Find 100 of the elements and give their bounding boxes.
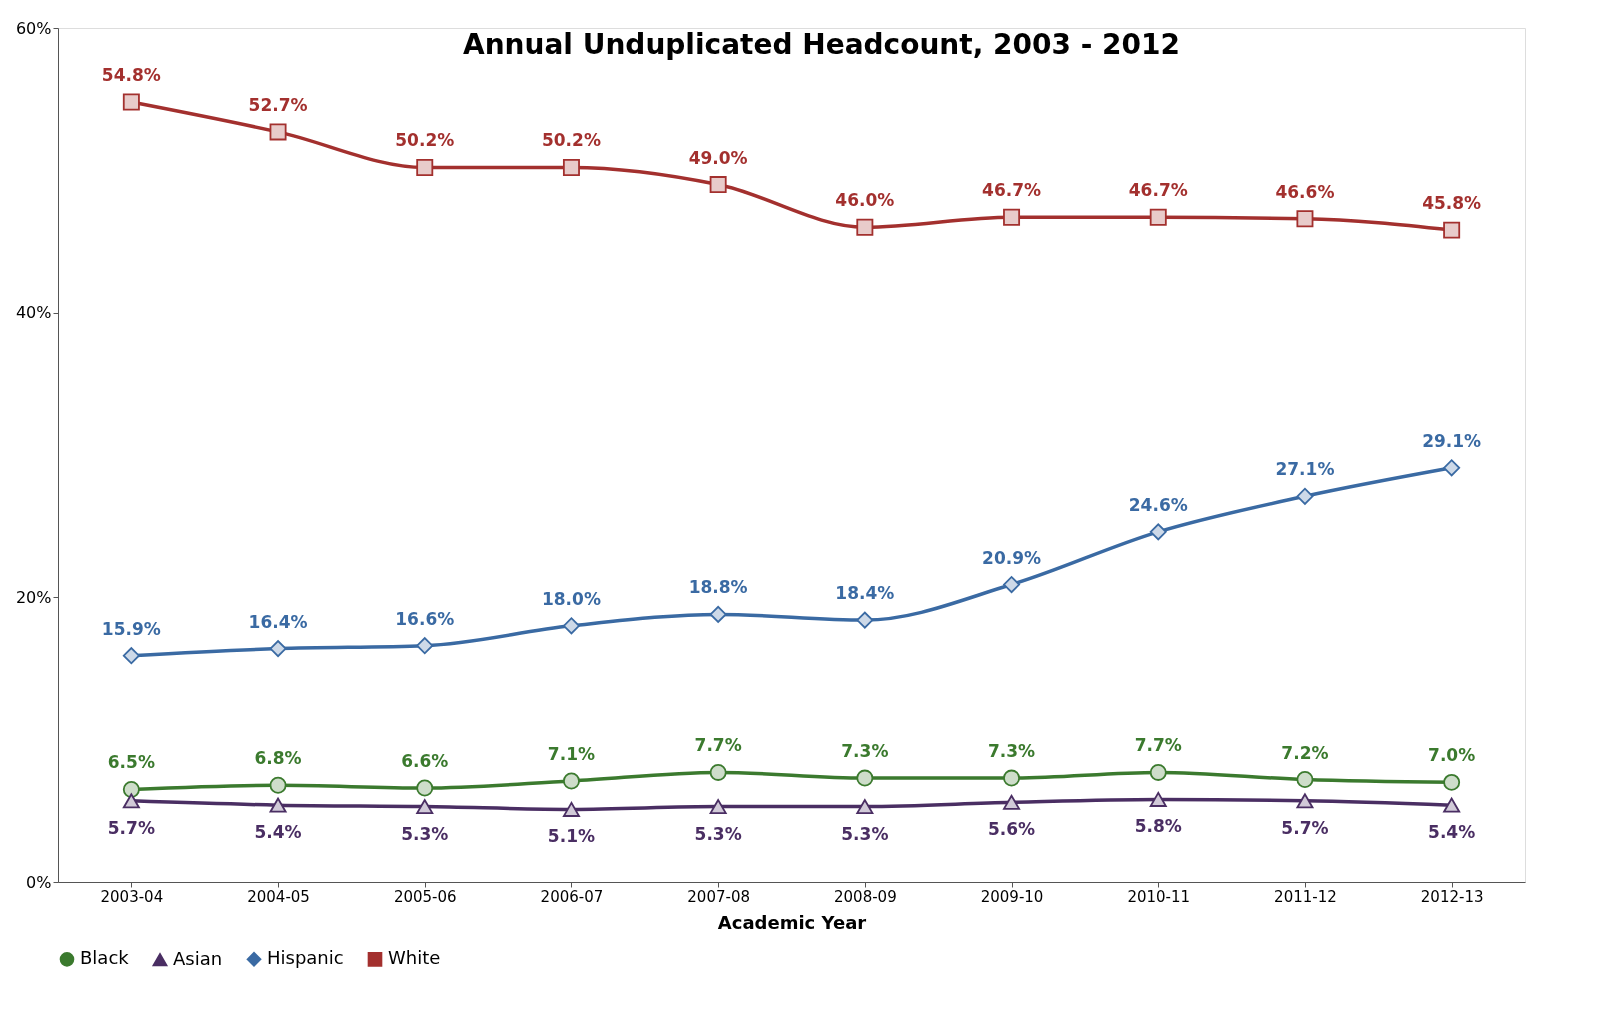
data-label: 5.3% <box>694 823 742 844</box>
x-tick-label: 2010-11 <box>1127 887 1191 906</box>
point <box>1443 773 1461 791</box>
x-tick-label: 2009-10 <box>980 887 1044 906</box>
point <box>1443 221 1461 239</box>
data-label: 46.6% <box>1275 181 1335 202</box>
point <box>709 799 727 815</box>
point <box>122 93 140 111</box>
point <box>122 793 140 809</box>
data-label: 5.6% <box>987 819 1036 840</box>
data-label: 6.6% <box>401 751 449 772</box>
data-label: 7.0% <box>1428 745 1476 766</box>
data-label: 5.3% <box>841 823 889 844</box>
data-label: 5.4% <box>254 822 302 843</box>
data-label: 6.8% <box>254 748 302 769</box>
y-tick-label: 40% <box>15 303 52 323</box>
point <box>562 617 580 635</box>
point <box>1003 208 1021 226</box>
data-label: 15.9% <box>101 618 161 639</box>
data-label: 5.7% <box>107 817 155 838</box>
point <box>1003 576 1021 594</box>
point <box>1296 487 1314 505</box>
x-tick-label: 2005-06 <box>393 887 457 906</box>
point <box>856 611 874 629</box>
point <box>1296 793 1314 809</box>
y-tick-label: 0% <box>26 872 52 892</box>
point <box>1149 208 1167 226</box>
legend-label: White <box>388 947 441 969</box>
x-axis-title: Academic Year <box>717 911 867 933</box>
point <box>1003 794 1021 810</box>
point <box>1149 523 1167 541</box>
point <box>416 637 434 655</box>
point <box>709 176 727 194</box>
point <box>1149 763 1167 781</box>
y-tick-label: 20% <box>15 587 52 607</box>
data-label: 18.0% <box>541 588 601 609</box>
data-label: 7.3% <box>987 741 1036 762</box>
data-label: 24.6% <box>1128 494 1188 515</box>
data-label: 5.1% <box>547 826 596 847</box>
point <box>269 123 287 141</box>
point <box>1296 771 1314 788</box>
data-label: 5.8% <box>1134 816 1182 837</box>
data-label: 20.9% <box>982 547 1042 568</box>
data-label: 50.2% <box>541 130 601 151</box>
x-tick-label: 2011-12 <box>1274 887 1337 906</box>
data-label: 29.1% <box>1422 430 1482 451</box>
data-label: 7.1% <box>547 743 596 764</box>
legend-label: Black <box>80 947 130 969</box>
x-tick-label: 2007-08 <box>687 887 750 906</box>
point <box>562 159 580 176</box>
point <box>709 605 727 623</box>
data-label: 6.5% <box>107 752 155 773</box>
point <box>1003 769 1021 787</box>
data-label: 5.7% <box>1281 817 1329 838</box>
data-label: 52.7% <box>248 94 308 115</box>
data-label: 18.8% <box>688 577 748 598</box>
point <box>269 797 287 813</box>
point <box>1296 210 1314 228</box>
point <box>416 779 434 797</box>
data-label: 7.7% <box>1134 735 1182 756</box>
x-tick-label: 2008-09 <box>834 887 897 906</box>
data-label: 46.7% <box>1128 180 1188 201</box>
data-label: 16.4% <box>248 611 308 632</box>
legend-label: Hispanic <box>267 947 344 969</box>
point <box>562 801 580 817</box>
point <box>709 763 727 781</box>
x-tick-label: 2006-07 <box>540 887 604 906</box>
data-label: 7.3% <box>841 741 889 762</box>
point <box>856 218 874 236</box>
x-tick-label: 2003-04 <box>100 887 164 906</box>
legend-label: Asian <box>173 947 223 969</box>
chart-title: Annual Unduplicated Headcount, 2003 - 2012 <box>462 28 1181 61</box>
data-label: 50.2% <box>395 130 455 151</box>
y-tick-label: 60% <box>15 18 52 38</box>
point <box>1443 797 1461 813</box>
point <box>269 640 287 658</box>
data-label: 54.8% <box>101 65 161 86</box>
data-label: 46.7% <box>982 180 1042 201</box>
point <box>416 799 434 815</box>
data-label: 46.0% <box>835 190 895 211</box>
point <box>122 781 140 798</box>
data-label: 7.7% <box>694 735 742 756</box>
x-tick-label: 2004-05 <box>247 887 310 906</box>
point <box>562 772 580 790</box>
point <box>856 769 874 787</box>
data-label: 5.4% <box>1428 822 1476 843</box>
data-label: 49.0% <box>688 147 748 168</box>
data-label: 5.3% <box>401 823 449 844</box>
point <box>856 799 874 815</box>
data-label: 45.8% <box>1422 193 1482 214</box>
point <box>1443 459 1461 477</box>
point <box>122 647 140 665</box>
data-label: 7.2% <box>1281 742 1329 763</box>
data-label: 18.4% <box>835 583 895 604</box>
point <box>416 159 434 176</box>
data-label: 27.1% <box>1275 459 1335 480</box>
point <box>269 776 287 794</box>
point <box>1149 791 1167 807</box>
data-label: 16.6% <box>395 608 455 629</box>
x-tick-label: 2012-13 <box>1420 887 1484 906</box>
